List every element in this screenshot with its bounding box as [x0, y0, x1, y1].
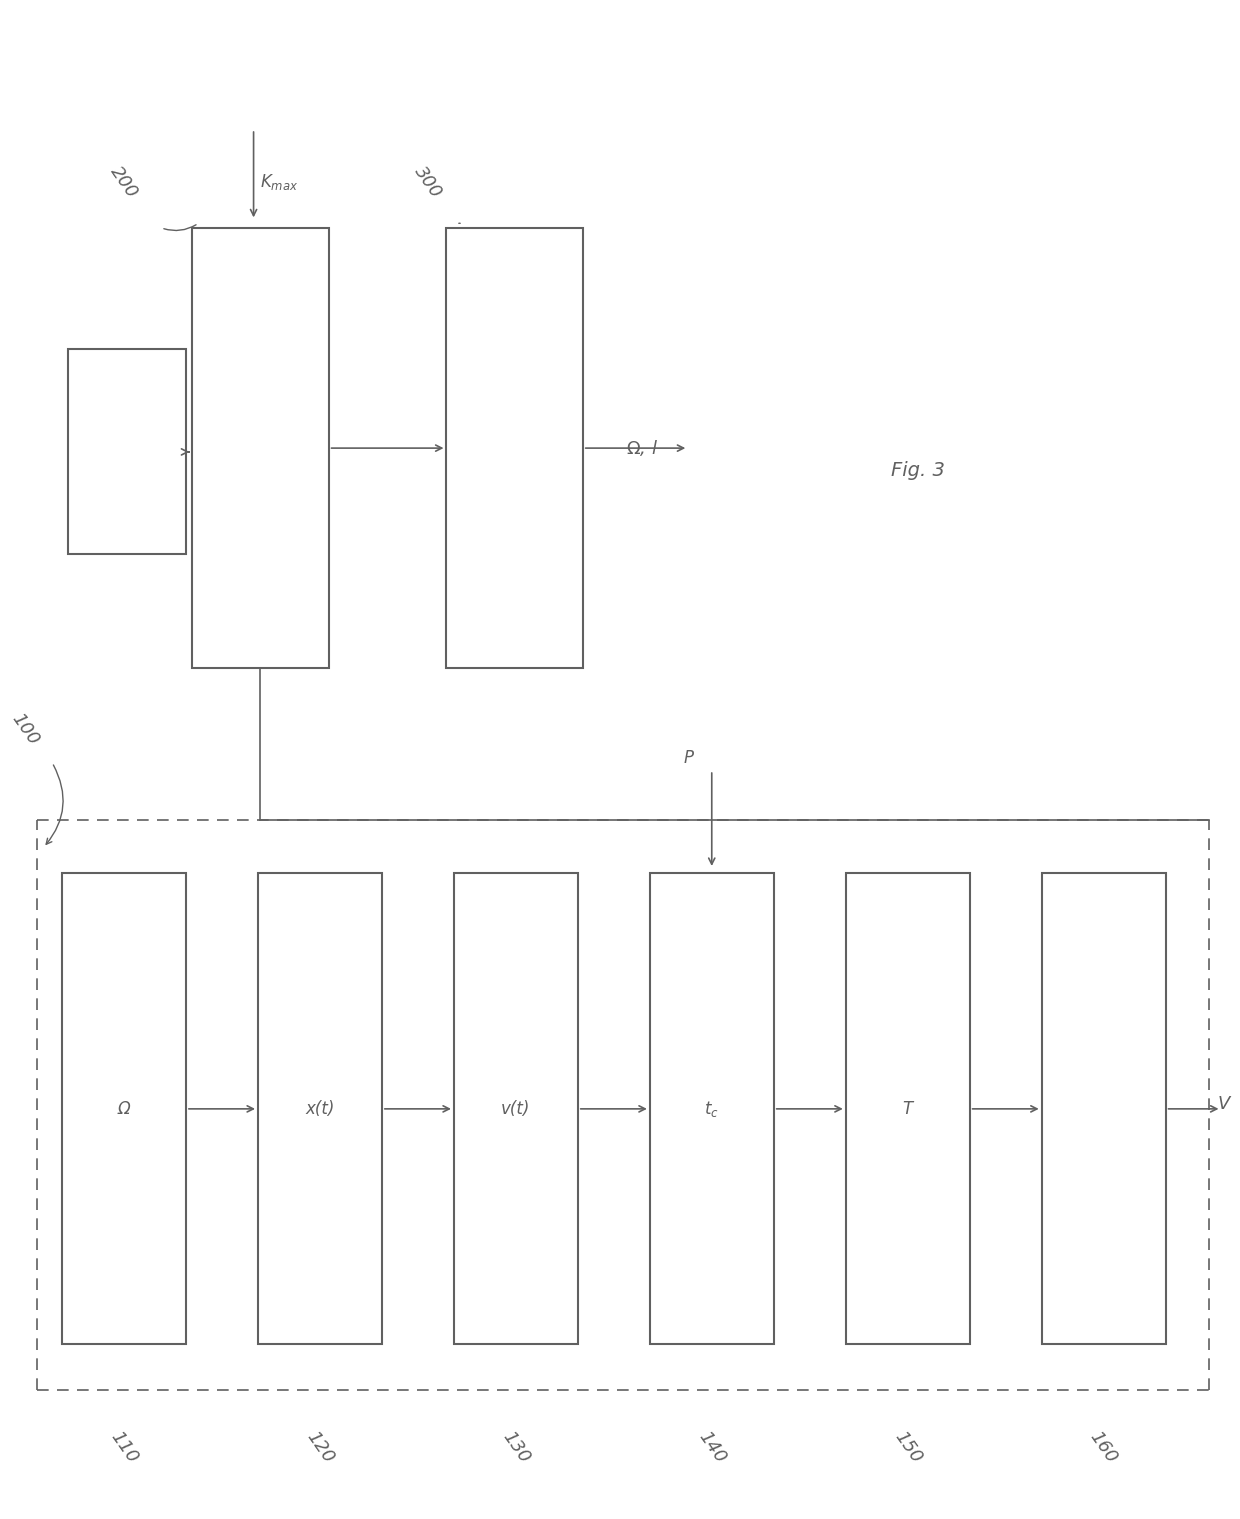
Text: 130: 130	[498, 1428, 533, 1466]
Bar	[68, 349, 186, 554]
Bar	[446, 228, 583, 668]
Bar	[454, 873, 578, 1344]
Text: V: V	[1218, 1095, 1230, 1113]
Text: T: T	[903, 1100, 913, 1118]
Bar	[846, 873, 970, 1344]
Text: Ω: Ω	[118, 1100, 130, 1118]
Text: 140: 140	[694, 1428, 729, 1466]
Bar	[192, 228, 329, 668]
Text: $\Omega$, $l$: $\Omega$, $l$	[626, 437, 658, 459]
Text: x(t): x(t)	[305, 1100, 335, 1118]
Text: 120: 120	[303, 1428, 337, 1466]
Text: P: P	[683, 749, 693, 767]
Text: v(t): v(t)	[501, 1100, 531, 1118]
Bar	[62, 873, 186, 1344]
Bar	[1042, 873, 1166, 1344]
Text: 300: 300	[410, 163, 445, 202]
Text: Fig. 3: Fig. 3	[890, 462, 945, 480]
Text: 100: 100	[7, 709, 42, 749]
Text: $K_{max}$: $K_{max}$	[260, 172, 299, 193]
Text: 150: 150	[890, 1428, 925, 1466]
Text: 110: 110	[107, 1428, 141, 1466]
Bar	[650, 873, 774, 1344]
Bar	[258, 873, 382, 1344]
Text: 160: 160	[1086, 1428, 1121, 1466]
Text: $t_c$: $t_c$	[704, 1098, 719, 1120]
Text: 200: 200	[107, 163, 141, 202]
